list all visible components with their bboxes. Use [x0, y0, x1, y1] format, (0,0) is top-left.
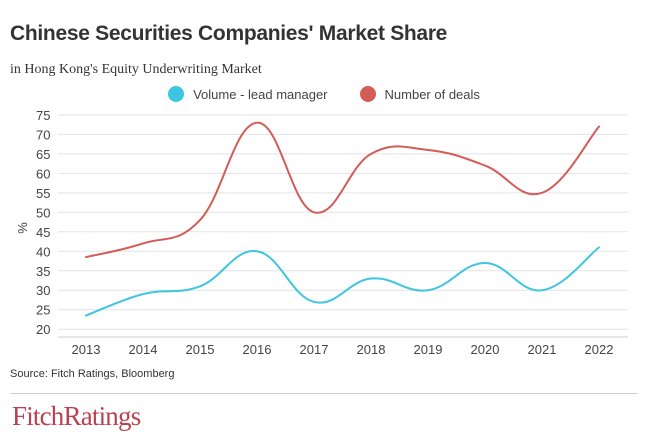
y-tick-label-75: 75 [36, 108, 50, 123]
data-point-volume-2014 [141, 292, 145, 296]
legend-label-volume: Volume - lead manager [193, 86, 328, 102]
y-tick-label-60: 60 [36, 166, 50, 181]
data-point-deals-2018 [369, 152, 373, 156]
data-point-volume-2015 [198, 284, 202, 288]
series-lines [84, 121, 601, 318]
y-tick-label-40: 40 [36, 244, 50, 259]
data-point-volume-2019 [426, 288, 430, 292]
x-tick-label-2020: 2020 [471, 342, 500, 357]
data-point-volume-2018 [369, 277, 373, 281]
data-point-deals-2019 [426, 148, 430, 152]
footer-divider [10, 393, 638, 394]
x-tick-label-2017: 2017 [300, 342, 329, 357]
legend-marker-volume [168, 86, 185, 102]
x-tick-label-2016: 2016 [243, 342, 272, 357]
source-note: Source: Fitch Ratings, Bloomberg [10, 368, 175, 380]
y-tick-label-50: 50 [36, 205, 50, 220]
data-point-deals-2014 [141, 241, 145, 245]
data-point-volume-2020 [483, 261, 487, 265]
y-tick-label-30: 30 [36, 283, 50, 298]
y-axis-label: % [15, 222, 30, 234]
y-axis-ticks: 20 25 30 35 40 45 50 55 60 65 70 75 [36, 108, 50, 337]
data-point-volume-2022 [597, 245, 601, 249]
x-tick-label-2013: 2013 [72, 342, 101, 357]
chart-subtitle: in Hong Kong's Equity Underwriting Marke… [10, 62, 262, 77]
x-tick-label-2015: 2015 [186, 342, 215, 357]
x-axis-ticks: 2013 2014 2015 2016 2017 2018 2019 2020 2021 2022 [72, 342, 614, 357]
gridlines [58, 114, 628, 338]
legend-label-deals: Number of deals [384, 86, 480, 102]
x-tick-label-2014: 2014 [129, 342, 158, 357]
x-tick-label-2019: 2019 [414, 342, 443, 357]
x-tick-label-2018: 2018 [357, 342, 386, 357]
data-point-deals-2021 [540, 191, 544, 195]
data-point-volume-2013 [84, 314, 88, 318]
y-tick-label-70: 70 [36, 127, 50, 142]
legend-marker-deals [359, 86, 376, 102]
y-tick-label-45: 45 [36, 225, 50, 240]
data-point-deals-2017 [312, 210, 316, 214]
y-tick-label-55: 55 [36, 186, 50, 201]
y-tick-label-25: 25 [36, 303, 50, 318]
data-point-deals-2013 [84, 255, 88, 259]
data-point-deals-2015 [198, 218, 202, 222]
y-tick-label-20: 20 [36, 322, 50, 337]
fitch-ratings-logo: FitchRatings [12, 401, 141, 431]
y-tick-label-65: 65 [36, 147, 50, 162]
chart-title: Chinese Securities Companies' Market Sha… [10, 22, 448, 45]
legend: Volume - lead manager Number of deals [0, 86, 648, 102]
data-point-deals-2016 [255, 121, 259, 125]
series-line-volume [85, 246, 600, 317]
data-point-volume-2017 [312, 300, 316, 304]
x-tick-label-2022: 2022 [585, 342, 614, 357]
series-line-deals [85, 121, 600, 259]
data-point-volume-2016 [255, 249, 259, 253]
data-point-volume-2021 [540, 288, 544, 292]
data-point-deals-2020 [483, 164, 487, 168]
legend-item-deals: Number of deals [359, 86, 480, 102]
data-point-deals-2022 [597, 125, 601, 129]
x-tick-label-2021: 2021 [528, 342, 557, 357]
y-tick-label-35: 35 [36, 264, 50, 279]
legend-item-volume: Volume - lead manager [168, 86, 328, 102]
